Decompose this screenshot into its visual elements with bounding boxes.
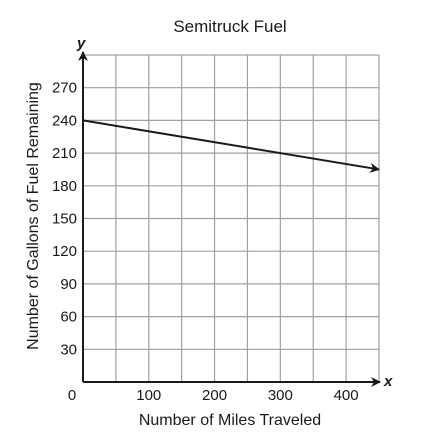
y-tick-label: 120 — [52, 243, 77, 260]
data-series — [82, 119, 380, 173]
y-tick-label: 30 — [60, 341, 77, 358]
series-line — [82, 119, 380, 173]
y-tick-label: 90 — [60, 276, 77, 293]
y-axis-label: Number of Gallons of Fuel Remaining — [25, 82, 42, 350]
y-axis-variable: y — [76, 35, 86, 52]
y-tick-label: 240 — [52, 112, 77, 129]
axes — [78, 51, 381, 387]
x-tick-label: 200 — [202, 387, 227, 404]
x-tick-label: 100 — [136, 387, 161, 404]
y-tick-label: 150 — [52, 211, 77, 228]
y-tick-label: 180 — [52, 178, 77, 195]
x-axis-label: Number of Miles Traveled — [139, 412, 321, 429]
chart-title: Semitruck Fuel — [173, 17, 286, 36]
y-tick-label: 210 — [52, 145, 77, 162]
x-tick-label: 400 — [334, 387, 359, 404]
tick-labels: 100 200 300 400 30 60 90 120 150 180 210 240 270 — [52, 80, 359, 404]
x-axis-variable: x — [383, 373, 393, 390]
x-tick-label: 300 — [268, 387, 293, 404]
y-tick-label: 270 — [52, 80, 77, 97]
grid-lines — [83, 54, 380, 382]
origin-label: 0 — [68, 387, 76, 404]
y-tick-label: 60 — [60, 309, 77, 326]
